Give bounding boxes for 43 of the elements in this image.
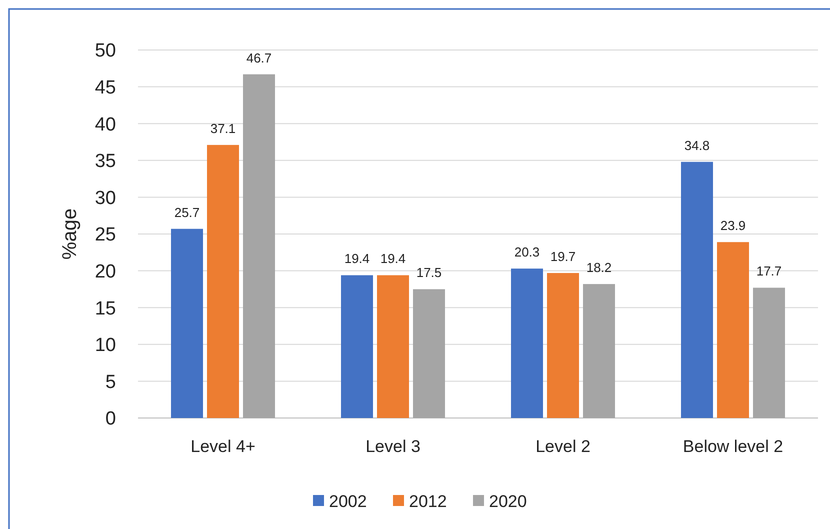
x-tick-label: Level 3 (366, 437, 420, 456)
data-label: 20.3 (514, 244, 540, 260)
data-label: 23.9 (720, 218, 746, 234)
y-tick-label: 15 (94, 298, 116, 320)
data-label: 18.2 (586, 260, 612, 276)
data-label: 19.7 (550, 249, 576, 264)
legend-label: 2020 (489, 492, 527, 511)
y-tick-label: 10 (94, 335, 116, 356)
y-tick-label: 50 (94, 40, 116, 62)
y-axis-title: %age (59, 208, 81, 260)
bar (341, 275, 373, 418)
bar (171, 228, 203, 418)
legend-label: 2002 (329, 492, 367, 511)
bar (583, 284, 615, 418)
y-tick-label: 25 (94, 224, 116, 246)
bar (413, 289, 445, 418)
data-label: 17.7 (756, 264, 782, 279)
data-label: 19.4 (344, 251, 370, 266)
data-label: 17.5 (416, 265, 442, 280)
y-tick-label: 45 (94, 77, 116, 98)
bar (681, 162, 713, 418)
y-tick-label: 30 (94, 188, 116, 209)
legend-label: 2012 (409, 492, 447, 511)
bar (207, 144, 239, 418)
y-tick-label: 40 (94, 114, 116, 136)
y-tick-label: 5 (105, 372, 116, 393)
data-label: 46.7 (246, 50, 272, 66)
x-tick-label: Below level 2 (682, 437, 784, 456)
data-label: 37.1 (210, 120, 236, 136)
bar (753, 288, 785, 418)
x-tick-label: Level 4+ (190, 437, 256, 456)
y-tick-label: 20 (94, 261, 116, 282)
bar (547, 273, 579, 418)
y-tick-label: 35 (94, 151, 116, 172)
bar (717, 242, 749, 418)
bar (377, 275, 409, 418)
data-label: 19.4 (380, 251, 406, 266)
y-tick-label: 0 (105, 408, 116, 430)
data-label: 25.7 (174, 204, 200, 220)
bar (243, 74, 275, 418)
data-label: 34.8 (684, 138, 710, 153)
bar (511, 268, 543, 418)
x-tick-label: Level 2 (536, 437, 590, 456)
